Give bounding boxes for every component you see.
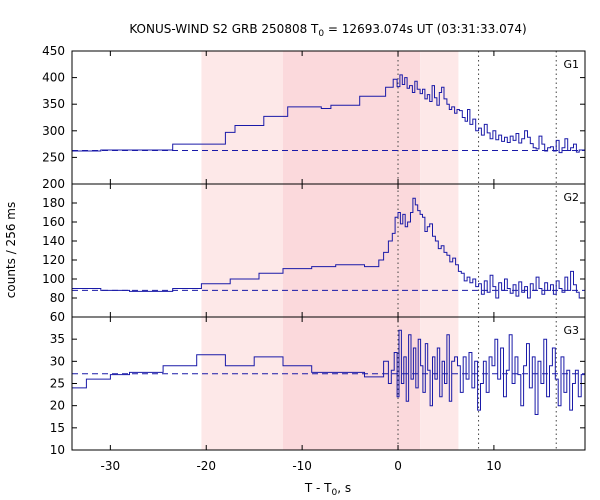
shaded-region-1 (282, 51, 399, 450)
g1-y-tick-label: 350 (42, 97, 65, 111)
g2-y-tick-label: 140 (42, 234, 65, 248)
g3-panel-label: G3 (563, 324, 579, 337)
g1-y-tick-label: 450 (42, 44, 65, 58)
g1-y-tick-label: 300 (42, 124, 65, 138)
g3-frame (71, 316, 586, 451)
x-tick-label: 0 (394, 459, 402, 473)
x-axis-label: T - T0, s (304, 481, 351, 498)
g3-light-curve (72, 329, 585, 415)
x-tick-label: -30 (101, 459, 121, 473)
g3-y-tick-label: 25 (50, 377, 65, 391)
g1-light-curve (72, 74, 585, 154)
g3-y-tick-label: 20 (50, 399, 65, 413)
g1-panel-label: G1 (563, 58, 579, 71)
g3-y-tick-label: 15 (50, 421, 65, 435)
g1-y-tick-label: 250 (42, 150, 65, 164)
y-axis-label: counts / 256 ms (4, 202, 18, 298)
x-tick-label: -10 (292, 459, 312, 473)
g1-y-tick-label: 400 (42, 71, 65, 85)
g1-y-tick-label: 200 (42, 177, 65, 191)
g3-y-tick-label: 10 (50, 443, 65, 457)
x-tick-label: -20 (196, 459, 216, 473)
g2-y-tick-label: 160 (42, 215, 65, 229)
g2-panel-label: G2 (563, 191, 579, 204)
g2-y-tick-label: 80 (50, 291, 65, 305)
g3-y-tick-label: 30 (50, 354, 65, 368)
g3-y-tick-label: 35 (50, 332, 65, 346)
g2-y-tick-label: 180 (42, 196, 65, 210)
chart-title: KONUS-WIND S2 GRB 250808 T0 = 12693.074s… (129, 22, 526, 39)
g2-y-tick-label: 100 (42, 272, 65, 286)
shaded-region-0 (201, 51, 283, 450)
x-tick-label: 10 (486, 459, 501, 473)
g2-y-tick-label: 60 (50, 310, 65, 324)
g2-light-curve (72, 197, 585, 299)
g2-y-tick-label: 120 (42, 253, 65, 267)
